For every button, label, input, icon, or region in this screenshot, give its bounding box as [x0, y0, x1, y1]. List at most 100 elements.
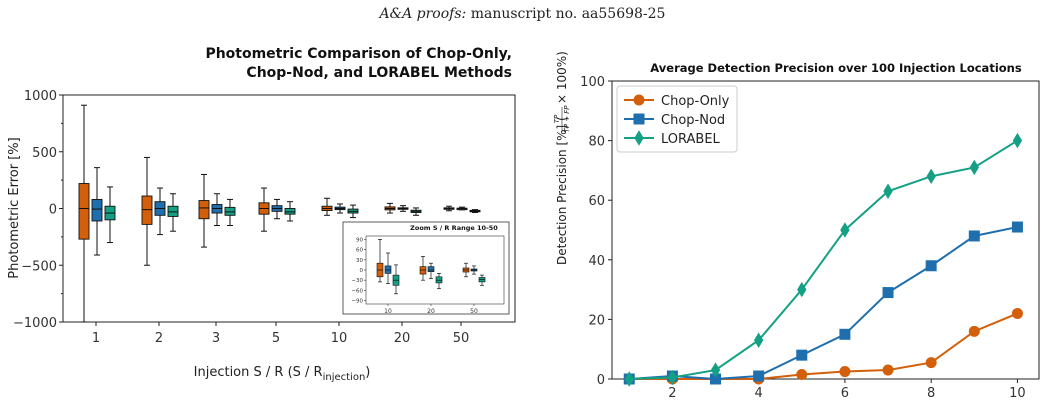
box-plot — [397, 205, 409, 212]
box-plot — [271, 198, 283, 220]
box-plot — [211, 193, 223, 227]
box-chart-title-line1: Photometric Comparison of Chop-Only, — [205, 46, 512, 62]
legend: Chop-Only Chop-Nod LORABEL — [616, 85, 738, 153]
box-plot — [141, 156, 153, 266]
data-point — [796, 369, 808, 381]
x-tick-label: 20 — [394, 331, 411, 346]
legend-marker — [634, 130, 644, 146]
box-plot — [443, 205, 455, 212]
legend-label: Chop-Nod — [661, 113, 725, 128]
inset-x-axis: 10 20 50 — [384, 304, 478, 315]
y-tick-label: 1000 — [24, 89, 57, 104]
box — [167, 205, 179, 217]
data-point — [969, 159, 979, 176]
series-chop-nod — [623, 221, 1023, 385]
data-point — [882, 287, 894, 299]
y-tick-label: 0 — [597, 373, 605, 388]
box-chart-x-label: Injection S / R (S / Rinjection) — [194, 365, 371, 383]
data-point — [1012, 132, 1023, 149]
line-chart: Average Detection Precision over 100 Inj… — [553, 51, 1040, 401]
legend-marker — [633, 94, 645, 106]
box-plot — [456, 206, 468, 211]
line-chart-y-axis: 0 20 40 60 80 100 — [580, 75, 612, 388]
box-chart-boxes — [78, 104, 481, 323]
data-point — [667, 369, 678, 386]
x-tick-label: 6 — [841, 386, 849, 401]
box-plot — [347, 204, 359, 219]
data-point — [968, 325, 980, 337]
box-plot — [410, 207, 422, 216]
box-chart-y-axis: −1000 −500 0 500 1000 — [13, 89, 63, 331]
inset-box-plot — [462, 262, 470, 278]
inset-y-tick-label: −90 — [351, 299, 363, 305]
x-tick-label: 10 — [331, 331, 348, 346]
y-tick-label: 40 — [588, 254, 605, 269]
inset-box-plot — [376, 239, 384, 283]
y-tick-label: −1000 — [13, 316, 57, 331]
box-chart-title-line2: Chop-Nod, and LORABEL Methods — [246, 65, 512, 81]
series-chop-only — [623, 307, 1023, 385]
inset-box-plot — [470, 265, 478, 275]
data-point — [839, 328, 851, 340]
manuscript-id: manuscript no. aa55698-25 — [470, 6, 666, 22]
inset-x-tick-label: 20 — [427, 308, 435, 315]
data-point — [840, 222, 850, 238]
data-point — [624, 371, 634, 387]
box-plot — [78, 104, 90, 323]
data-point — [1011, 307, 1023, 319]
inset-box-plot — [427, 262, 435, 279]
box-plot — [167, 193, 179, 232]
data-point — [710, 362, 721, 378]
box-plot — [104, 186, 116, 244]
x-label-end: ) — [365, 365, 370, 380]
inset-y-tick-label: −60 — [351, 288, 363, 294]
inset-x-tick-label: 50 — [470, 308, 478, 315]
inset-x-tick-label: 10 — [384, 308, 392, 315]
zoom-inset: Zoom S / R Range 10-50 9060300−30−60−90 … — [342, 221, 510, 315]
box-plot — [334, 203, 346, 214]
y-tick-label: 20 — [588, 313, 605, 328]
x-label-sub: injection — [323, 372, 366, 383]
data-point — [968, 230, 980, 242]
y-tick-label: 500 — [32, 146, 57, 161]
data-point — [710, 373, 722, 385]
box-chart: Photometric Comparison of Chop-Only, Cho… — [7, 46, 516, 383]
box-plot — [198, 173, 210, 248]
series-lorabel — [624, 132, 1023, 387]
x-tick-label: 3 — [212, 331, 220, 346]
journal-name: A&A proofs: — [379, 6, 467, 22]
x-label-main: Injection S / R (S / R — [194, 365, 323, 380]
x-tick-label: 10 — [1009, 386, 1026, 401]
y-tick-label: 100 — [580, 75, 605, 90]
series-line — [629, 312, 1018, 380]
data-point — [1011, 221, 1023, 233]
data-point — [796, 349, 808, 361]
y-label-main: Detection Precision [%] ( — [555, 116, 569, 265]
box — [198, 200, 210, 220]
data-point — [925, 260, 937, 272]
legend-label: Chop-Only — [661, 94, 730, 109]
line-chart-x-axis: 2 4 6 8 10 — [668, 379, 1026, 401]
data-point — [926, 168, 936, 185]
box-plot — [469, 209, 481, 213]
y-tick-label: 60 — [588, 194, 605, 209]
inset-y-axis: 90 60 30 0 −30 −60 −90 — [351, 237, 366, 305]
y-tick-label: 0 — [49, 203, 57, 218]
data-point — [883, 183, 893, 199]
x-tick-label: 50 — [453, 331, 470, 346]
box-plot — [284, 201, 296, 222]
box-plot — [258, 187, 270, 232]
legend-box — [616, 85, 738, 153]
inset-box-plot — [392, 264, 400, 295]
box — [141, 195, 153, 225]
x-tick-label: 8 — [927, 386, 935, 401]
series-line — [629, 139, 1018, 380]
y-tick-label: −500 — [21, 259, 57, 274]
inset-box-plot — [478, 274, 486, 286]
box-plot — [91, 167, 103, 256]
inset-y-tick-label: 0 — [360, 268, 364, 274]
box — [78, 183, 90, 240]
box-plot — [321, 197, 333, 216]
x-tick-label: 1 — [92, 331, 100, 346]
